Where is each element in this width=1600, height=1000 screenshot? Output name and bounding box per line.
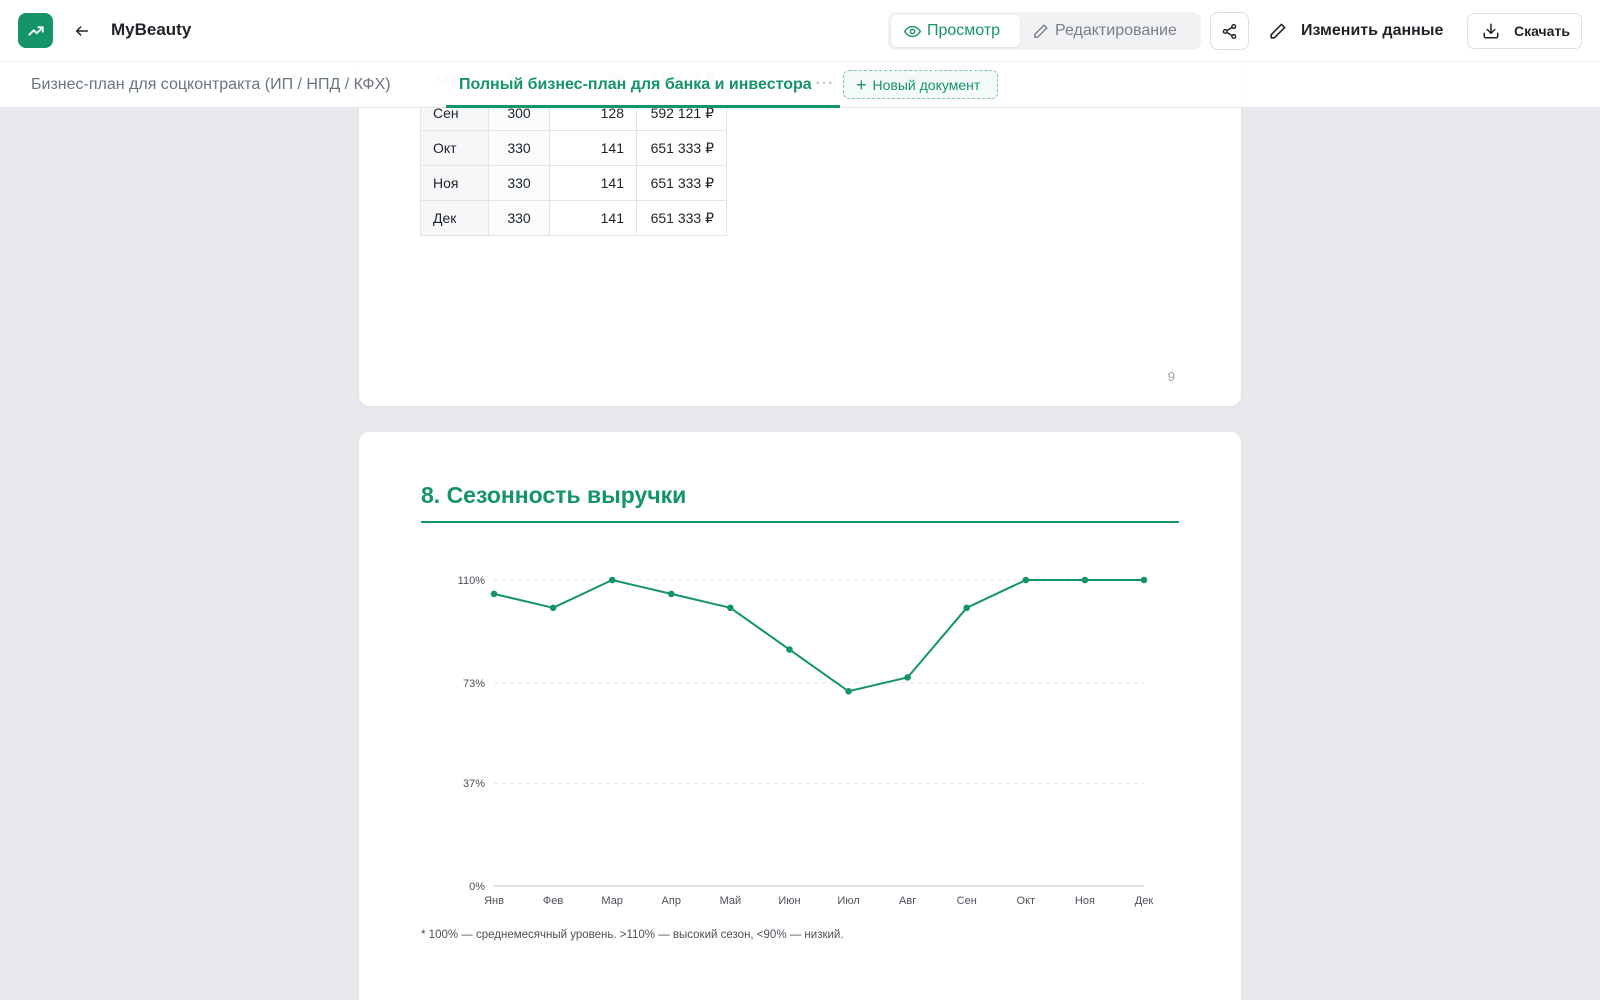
document-tabs: Бизнес-план для соцконтракта (ИП / НПД /…	[0, 62, 1600, 108]
top-header: MyBeauty Просмотр Редактирование	[0, 0, 1600, 62]
table-cell: Окт	[420, 130, 489, 166]
data-point	[608, 576, 616, 584]
tab-social-contract-plan[interactable]: Бизнес-план для соцконтракта (ИП / НПД /…	[31, 76, 391, 93]
back-button[interactable]	[70, 19, 94, 43]
chart-note: * 100% — среднемесячный уровень. >110% —…	[421, 929, 844, 941]
y-tick-label: 73%	[463, 678, 485, 690]
arrow-left-icon	[75, 26, 89, 36]
table-cell: 330	[488, 130, 550, 166]
trending-up-icon	[27, 25, 44, 36]
section-title: 8. Сезонность выручки	[421, 482, 1179, 523]
table-cell: Ноя	[420, 165, 489, 201]
x-tick-label: Май	[720, 895, 742, 907]
eye-icon	[904, 25, 921, 37]
x-tick-label: Июн	[778, 895, 800, 907]
view-mode-button[interactable]: Просмотр	[891, 15, 1020, 47]
app-title: MyBeauty	[111, 20, 192, 39]
series-line	[493, 579, 1144, 693]
view-mode-label: Просмотр	[927, 22, 1001, 39]
data-point	[786, 646, 793, 653]
table-cell: 651 333 ₽	[636, 165, 727, 201]
data-point	[1022, 576, 1030, 584]
mode-switch: Просмотр Редактирование	[888, 12, 1201, 50]
x-tick-label: Ноя	[1075, 895, 1095, 907]
pencil-icon	[1270, 23, 1286, 39]
download-icon	[1483, 23, 1499, 39]
page-number: 9	[1167, 369, 1175, 384]
data-point	[667, 590, 675, 598]
x-tick-label: Дек	[1135, 895, 1154, 907]
data-point	[1081, 576, 1089, 584]
x-tick-label: Янв	[484, 895, 504, 907]
x-tick-label: Июл	[837, 895, 859, 907]
share-button[interactable]	[1210, 12, 1249, 50]
data-point	[490, 590, 498, 598]
data-point	[904, 674, 911, 681]
app-logo[interactable]	[18, 13, 53, 48]
tab-more-menu[interactable]: ···	[815, 74, 834, 91]
table-cell: 651 333 ₽	[636, 130, 727, 166]
data-point	[549, 604, 557, 612]
table-cell: 141	[549, 200, 637, 236]
x-tick-label: Мар	[601, 895, 623, 907]
seasonality-chart: 0% 37% 73% 110% Янв Фев Мар Апр Май Июн Июл Авг Сен О…	[359, 532, 1241, 917]
edit-mode-label: Редактирование	[1055, 22, 1177, 39]
x-tick-label: Авг	[899, 895, 916, 907]
y-tick-label: 37%	[463, 778, 485, 790]
x-tick-label: Апр	[662, 895, 681, 907]
document-page: 8. Сезонность выручки 0% 37% 73% 110% Янв Фев…	[359, 432, 1241, 1000]
table-row: Дек 330 141 651 333 ₽	[420, 200, 727, 236]
data-point	[845, 687, 852, 695]
plus-icon: +	[856, 74, 867, 95]
table-cell: Дек	[420, 200, 489, 236]
edit-data-button[interactable]: Изменить данные	[1268, 12, 1443, 50]
tab-full-business-plan[interactable]: Полный бизнес-план для банка и инвестора	[446, 62, 840, 108]
table-row: Окт 330 141 651 333 ₽	[420, 130, 727, 166]
share-icon	[1222, 23, 1237, 39]
table-cell: 141	[549, 130, 637, 166]
x-tick-label: Окт	[1017, 895, 1036, 907]
y-tick-label: 110%	[458, 575, 486, 587]
table-cell: 651 333 ₽	[636, 200, 727, 236]
seasonality-chart-svg: 0% 37% 73% 110% Янв Фев Мар Апр Май Июн Июл Авг Сен О…	[458, 575, 1154, 907]
y-tick-label: 0%	[469, 881, 485, 893]
table-cell: 330	[488, 200, 550, 236]
data-point	[963, 604, 971, 612]
new-document-label: Новый документ	[872, 76, 981, 93]
x-tick-label: Сен	[957, 895, 977, 907]
data-point	[727, 604, 734, 612]
table-cell: 141	[549, 165, 637, 201]
edit-mode-button[interactable]: Редактирование	[1020, 15, 1190, 47]
pencil-icon	[1034, 23, 1048, 38]
x-tick-label: Фев	[543, 895, 563, 907]
table-cell: 330	[488, 165, 550, 201]
download-label: Скачать	[1514, 23, 1570, 39]
data-point	[1140, 576, 1148, 584]
download-button[interactable]: Скачать	[1467, 13, 1582, 49]
table-row: Ноя 330 141 651 333 ₽	[420, 165, 727, 201]
edit-data-label: Изменить данные	[1301, 22, 1444, 39]
new-document-button[interactable]: + Новый документ	[843, 70, 998, 99]
